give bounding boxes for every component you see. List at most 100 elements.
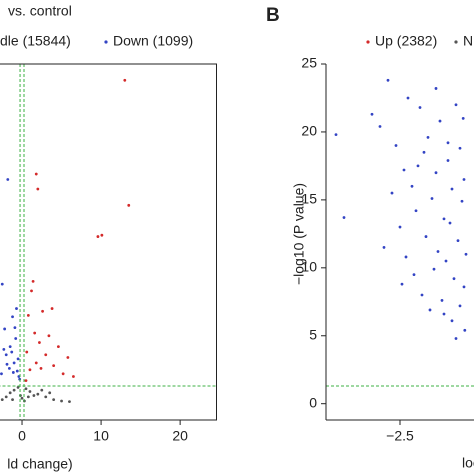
data-point — [32, 394, 36, 397]
data-point — [438, 119, 442, 123]
data-point — [34, 361, 38, 365]
data-point — [406, 96, 410, 100]
panel: vs. control ld change) 0 10 20 dle (15844) Dow… — [0, 3, 217, 472]
data-point — [25, 350, 29, 354]
chart-title: vs. control — [8, 3, 72, 19]
data-point — [462, 285, 466, 289]
data-point — [127, 203, 131, 207]
data-point — [16, 357, 20, 361]
data-point — [440, 299, 444, 302]
data-point — [422, 150, 426, 154]
y-tick-label: 10 — [301, 259, 317, 275]
data-point — [50, 307, 54, 310]
data-point — [8, 345, 12, 349]
data-point — [34, 172, 38, 176]
data-point — [454, 103, 458, 107]
data-point — [463, 328, 467, 332]
data-point — [404, 255, 408, 259]
data-point — [52, 398, 56, 402]
data-point — [40, 388, 44, 392]
data-point — [60, 399, 63, 403]
data-point — [446, 141, 450, 145]
data-point — [11, 315, 14, 319]
data-point — [436, 250, 440, 253]
data-point — [442, 312, 446, 316]
data-point — [418, 106, 422, 109]
data-point — [38, 341, 41, 344]
data-point — [410, 184, 414, 188]
data-point — [26, 313, 30, 317]
data-point — [0, 398, 4, 402]
data-point — [420, 293, 424, 297]
data-point — [36, 187, 40, 191]
data-point — [39, 366, 43, 370]
data-point — [334, 133, 338, 137]
data-point — [462, 178, 466, 181]
data-point — [123, 78, 127, 82]
legend-label: Down (1099) — [113, 33, 193, 49]
data-point — [100, 233, 104, 237]
data-point — [454, 337, 458, 340]
data-point — [14, 337, 18, 340]
data-point — [61, 372, 65, 376]
data-point — [3, 327, 7, 331]
data-point — [11, 398, 14, 402]
plot-area — [0, 64, 217, 420]
data-point — [24, 379, 28, 382]
x-tick-label: −2.5 — [386, 428, 414, 444]
data-point — [434, 171, 438, 175]
data-point — [450, 319, 454, 323]
data-point — [36, 392, 40, 396]
data-point — [52, 364, 56, 368]
data-point — [461, 116, 465, 120]
data-point — [31, 280, 35, 283]
data-point — [20, 396, 24, 400]
data-point — [4, 353, 8, 357]
data-point — [426, 135, 430, 139]
data-point — [416, 164, 420, 168]
data-point — [48, 391, 52, 395]
legend-marker — [104, 40, 108, 44]
data-point — [4, 395, 8, 399]
data-point — [442, 217, 446, 221]
x-axis-label: ld change) — [7, 456, 72, 472]
data-point — [13, 326, 17, 330]
data-point — [96, 235, 100, 238]
data-point — [12, 361, 16, 365]
data-point — [47, 334, 51, 338]
data-point — [66, 356, 70, 359]
y-tick-label: 15 — [301, 191, 317, 207]
data-point — [0, 372, 3, 376]
data-point — [370, 112, 374, 116]
data-point — [5, 362, 9, 366]
y-tick-label: 20 — [301, 123, 317, 139]
data-point — [2, 347, 6, 351]
data-point — [386, 78, 390, 82]
data-point — [15, 307, 18, 310]
data-point — [26, 395, 30, 399]
data-point — [30, 289, 33, 293]
data-point — [464, 252, 468, 256]
data-point — [402, 168, 406, 172]
data-point — [11, 371, 15, 374]
data-point — [28, 368, 32, 372]
y-tick-label: 0 — [309, 394, 317, 410]
legend-marker — [366, 40, 370, 44]
data-point — [394, 144, 398, 147]
data-point — [44, 395, 48, 399]
data-point — [448, 221, 452, 225]
y-axis-label: −log10 (P value) — [291, 183, 307, 285]
data-point — [432, 267, 436, 271]
data-point — [6, 178, 10, 181]
data-point — [446, 159, 450, 162]
data-point — [7, 366, 11, 370]
data-point — [460, 199, 464, 203]
data-point — [41, 309, 44, 313]
data-point — [12, 388, 16, 392]
data-point — [400, 282, 404, 286]
data-point — [44, 353, 48, 357]
data-point — [428, 308, 432, 312]
x-axis-label: loc — [462, 455, 474, 471]
data-point — [10, 350, 14, 354]
